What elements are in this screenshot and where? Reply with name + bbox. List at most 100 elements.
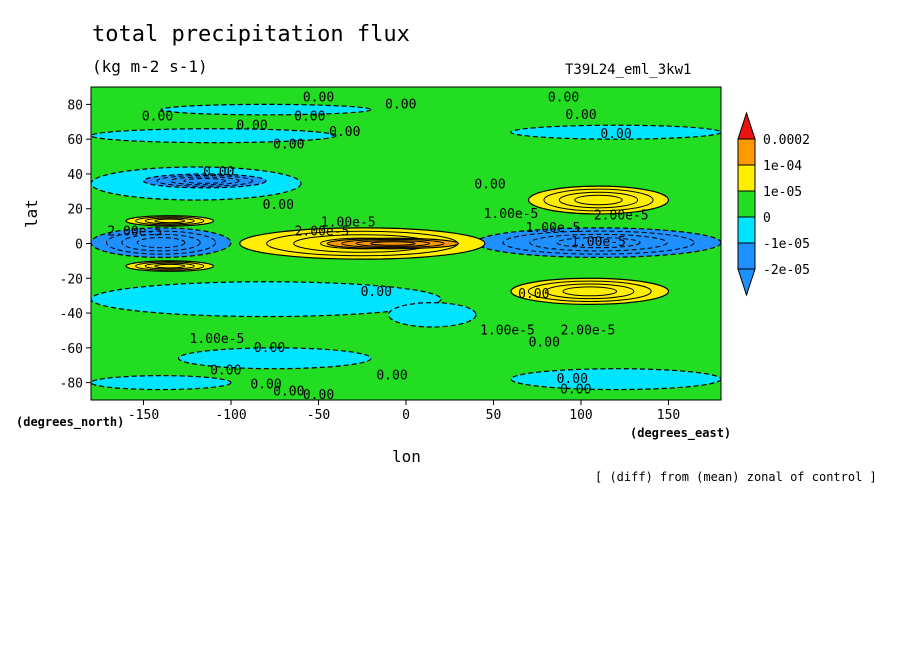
contour-line-12-3 [574, 194, 623, 206]
contour-label-26: 0.00 [254, 341, 285, 356]
colorbar-segment [737, 164, 756, 192]
colorbar-segment [737, 190, 756, 218]
contour-line-9-2 [121, 233, 201, 252]
contour-label-text: 0.00 [385, 97, 416, 112]
contour-line-10-1 [502, 230, 695, 255]
contour-label-11: 0.00 [474, 177, 505, 192]
y-tick-label: 20 [67, 203, 83, 218]
contour-label-text: 0.00 [263, 198, 294, 213]
contour-label-text: 2.00e-5 [594, 209, 649, 224]
contour-label-13: 2.00e-5 [594, 209, 649, 224]
contour-label-text: 0.00 [303, 388, 334, 403]
contour-label-text: 0.00 [303, 90, 334, 105]
contour-label-text: 1.00e-5 [484, 207, 539, 222]
contour-region-7 [510, 368, 721, 391]
contour-label-text: 0.00 [518, 287, 549, 302]
x-tick-label: 50 [486, 408, 502, 423]
contour-label-8: 0.00 [273, 137, 304, 152]
contour-region-13 [510, 277, 670, 305]
contour-label-text: 1.00e-5 [480, 323, 535, 338]
contour-label-6: 0.00 [236, 118, 267, 133]
colorbar-label: -2e-05 [763, 263, 810, 278]
plot-area: 0.00 0.00 0.000.000.00 0.000.00 0.000.000.00… [91, 87, 721, 403]
contour-label-text: 0.00 [250, 377, 281, 392]
x-tick-label: -100 [215, 408, 246, 423]
y-tick-label: 40 [67, 168, 83, 183]
contour-label-text: 0.00 [474, 177, 505, 192]
contour-line-9-3 [136, 237, 186, 249]
contour-label-31: 0.00 [303, 388, 334, 403]
y-tick-label: -80 [60, 377, 83, 392]
colorbar-top-arrow [737, 111, 756, 140]
contour-label-9: 0.00 [600, 127, 631, 142]
contour-line-14-3 [154, 218, 186, 224]
contour-region-5 [387, 302, 477, 328]
contour-label-7: 0.00 [329, 125, 360, 140]
contour-label-text: 0.00 [254, 341, 285, 356]
contour-line-13-1 [527, 280, 652, 302]
y-tick-label: 60 [67, 133, 83, 148]
contour-line-11-1 [156, 174, 254, 187]
contour-line-11-2 [169, 176, 240, 186]
contour-label-30: 0.00 [273, 384, 304, 399]
contour-label-text: 0.00 [273, 384, 304, 399]
contour-region-12 [527, 185, 670, 215]
contour-label-text: 0.00 [273, 137, 304, 152]
colorbar-segment [737, 242, 756, 270]
contour-line-9-1 [105, 230, 217, 255]
x-tick-label: -50 [307, 408, 330, 423]
x-tick-label: 0 [402, 408, 410, 423]
contour-label-32: 0.00 [557, 372, 588, 387]
contour-region-0 [91, 128, 337, 144]
colorbar-label: 1e-05 [763, 185, 802, 200]
contour-label-24: 0.00 [529, 336, 560, 351]
contour-label-25: 1.00e-5 [190, 332, 245, 347]
y-tick-label: -60 [60, 342, 83, 357]
colorbar-label: 0.0002 [763, 133, 810, 148]
contour-label-14: 0.00 [263, 198, 294, 213]
contour-region-6 [177, 347, 372, 370]
contour-label-text: 0.00 [529, 336, 560, 351]
contour-region-1 [510, 124, 721, 140]
contour-line-15-2 [144, 262, 195, 270]
contour-region-14 [125, 215, 215, 227]
contour-label-5: 0.00 [294, 110, 325, 125]
contour-label-text: 0.00 [548, 90, 579, 105]
contour-label-text: 0.00 [142, 110, 173, 125]
contour-label-23: 2.00e-5 [561, 323, 616, 338]
contour-line-13-3 [562, 286, 618, 297]
contour-region-17 [326, 237, 460, 250]
y-tick-label: -20 [60, 272, 83, 287]
contour-region-11 [142, 173, 267, 189]
colorbar-label: 1e-04 [763, 159, 802, 174]
contour-label-text: 0.00 [294, 110, 325, 125]
contour-label-21: 0.00 [361, 285, 392, 300]
contour-line-15-1 [135, 261, 205, 271]
contour-label-text: 1.00e-5 [526, 221, 581, 236]
contour-label-text: 0.00 [361, 285, 392, 300]
contour-label-text: 0.00 [560, 383, 591, 398]
contour-region-2 [160, 103, 372, 116]
contour-label-19: 1.00e-5 [571, 235, 626, 250]
contour-label-text: 2.00e-5 [107, 224, 162, 239]
run-name: T39L24_eml_3kw1 [565, 62, 692, 78]
colorbar-segment [737, 216, 756, 244]
contour-line-14-2 [144, 217, 195, 225]
contour-line-10-2 [529, 233, 668, 252]
contour-label-text: 1.00e-5 [321, 216, 376, 231]
contour-label-33: 0.00 [560, 383, 591, 398]
contour-label-22: 1.00e-5 [480, 323, 535, 338]
contour-label-0: 0.00 [303, 90, 334, 105]
contour-line-17-2 [355, 240, 431, 247]
contour-region-4 [91, 281, 442, 318]
x-axis-units: (degrees_east) [630, 426, 732, 440]
y-tick-label: 0 [75, 238, 83, 253]
contour-label-28: 0.00 [376, 369, 407, 384]
contour-line-13-2 [545, 283, 635, 300]
contour-label-15: 1.00e-5 [321, 216, 376, 231]
contour-label-text: 2.00e-5 [295, 224, 350, 239]
contour-line-12-2 [558, 191, 639, 209]
contour-line-11-3 [183, 178, 227, 184]
colorbar-label: 0 [763, 211, 771, 226]
contour-label-2: 0.00 [548, 90, 579, 105]
